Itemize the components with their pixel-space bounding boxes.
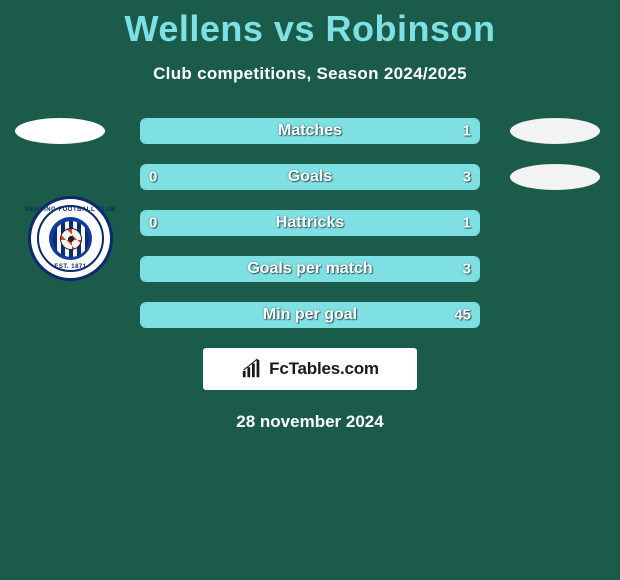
stat-bar: 3 Goals per match (140, 256, 480, 282)
stat-bar: 45 Min per goal (140, 302, 480, 328)
stat-right-value: 1 (463, 123, 471, 140)
stat-label: Matches (278, 122, 342, 140)
stat-label: Hattricks (276, 214, 344, 232)
stat-right-value: 3 (463, 169, 471, 186)
stat-row: 45 Min per goal (0, 302, 620, 328)
stat-bar: 0 1 Hattricks (140, 210, 480, 236)
page-root: Wellens vs Robinson Club competitions, S… (0, 0, 620, 580)
stat-label: Goals (288, 168, 332, 186)
date-text: 28 november 2024 (0, 412, 620, 432)
stat-row: 0 1 Hattricks (0, 210, 620, 236)
stat-label: Min per goal (263, 306, 357, 324)
page-title: Wellens vs Robinson (0, 0, 620, 50)
stat-left-value: 0 (149, 215, 157, 232)
stat-row: 1 Matches (0, 118, 620, 144)
stat-left-value: 0 (149, 169, 157, 186)
stat-row: 3 Goals per match (0, 256, 620, 282)
stat-label: Goals per match (247, 260, 372, 278)
stat-bar: 0 3 Goals (140, 164, 480, 190)
stat-row: 0 3 Goals (0, 164, 620, 190)
stat-right-value: 45 (454, 307, 471, 324)
stat-bar: 1 Matches (140, 118, 480, 144)
player-badge-right (510, 164, 600, 190)
page-subtitle: Club competitions, Season 2024/2025 (0, 64, 620, 84)
logo-box: FcTables.com (203, 348, 417, 390)
player-badge-left (15, 118, 105, 144)
logo-text: FcTables.com (269, 359, 379, 379)
stat-right-value: 3 (463, 261, 471, 278)
player-badge-right (510, 118, 600, 144)
stat-right-value: 1 (463, 215, 471, 232)
barchart-icon (241, 358, 263, 380)
comparison-bars: 1 Matches 0 3 Goals 0 1 Hattricks 3 Goals per mat… (0, 118, 620, 328)
